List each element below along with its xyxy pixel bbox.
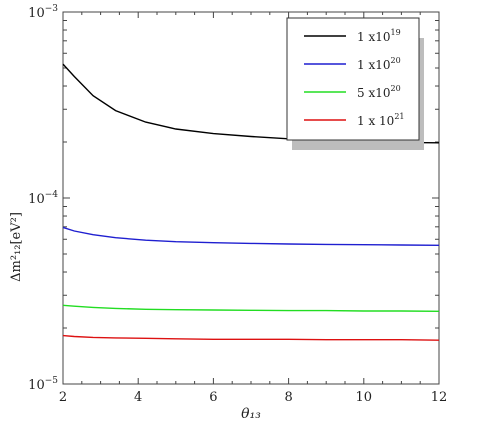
legend-label-1: 1 x1020: [357, 56, 401, 72]
legend-box: [286, 17, 420, 141]
x-tick-label-4: 10: [356, 390, 373, 405]
legend: 1 x1019 1 x1020 5 x1020 1 x 1021: [286, 17, 424, 150]
x-tick-label-5: 12: [431, 390, 448, 405]
legend-items: 1 x1019 1 x1020 5 x1020 1 x 1021: [304, 28, 405, 128]
legend-label-3: 1 x 1021: [357, 112, 405, 128]
legend-label-2: 5 x1020: [357, 84, 401, 100]
x-tick-label-2: 6: [209, 390, 217, 405]
x-tick-label-0: 2: [59, 390, 67, 405]
x-tick-label-1: 4: [134, 390, 142, 405]
y-axis-label: Δm²₁₂[eV²]: [9, 212, 24, 282]
y-tick-label-2: 10−3: [28, 4, 58, 21]
ticks: 2 4 6 8 10 12 10−5 10−4 10−3: [28, 4, 447, 405]
legend-label-0: 1 x1019: [357, 28, 401, 44]
y-tick-label-0: 10−5: [28, 376, 58, 393]
x-axis-label: θ₁₃: [241, 406, 261, 422]
series-line-2: [62, 304, 440, 312]
x-tick-label-3: 8: [284, 390, 292, 405]
series-line-1: [62, 226, 440, 246]
series-line-3: [62, 334, 440, 341]
y-tick-label-1: 10−4: [28, 190, 58, 207]
